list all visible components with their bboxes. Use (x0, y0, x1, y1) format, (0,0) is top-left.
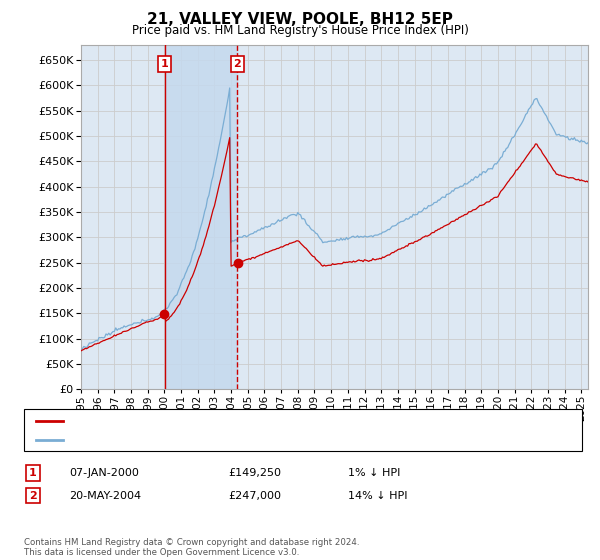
Text: 21, VALLEY VIEW, POOLE, BH12 5EP (detached house): 21, VALLEY VIEW, POOLE, BH12 5EP (detach… (69, 416, 351, 426)
Text: Price paid vs. HM Land Registry's House Price Index (HPI): Price paid vs. HM Land Registry's House … (131, 24, 469, 36)
Text: 1% ↓ HPI: 1% ↓ HPI (348, 468, 400, 478)
Bar (165, 45, 238, 389)
Text: 07-JAN-2000: 07-JAN-2000 (69, 468, 139, 478)
Text: £149,250: £149,250 (228, 468, 281, 478)
Text: £247,000: £247,000 (228, 491, 281, 501)
Text: HPI: Average price, detached house, Bournemouth Christchurch and Poole: HPI: Average price, detached house, Bour… (69, 435, 457, 445)
Text: 21, VALLEY VIEW, POOLE, BH12 5EP: 21, VALLEY VIEW, POOLE, BH12 5EP (147, 12, 453, 27)
Text: 14% ↓ HPI: 14% ↓ HPI (348, 491, 407, 501)
Text: 2: 2 (233, 59, 241, 69)
Text: 20-MAY-2004: 20-MAY-2004 (69, 491, 141, 501)
Text: 1: 1 (161, 59, 169, 69)
Text: Contains HM Land Registry data © Crown copyright and database right 2024.
This d: Contains HM Land Registry data © Crown c… (24, 538, 359, 557)
Text: 1: 1 (29, 468, 37, 478)
Text: 2: 2 (29, 491, 37, 501)
